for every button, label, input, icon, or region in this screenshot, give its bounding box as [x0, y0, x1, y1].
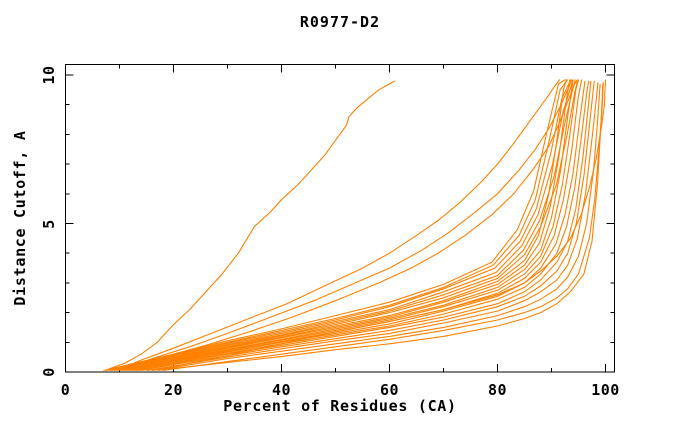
model-curve — [124, 79, 573, 370]
model-curve — [119, 79, 568, 372]
model-curve — [124, 79, 574, 372]
x-axis-title: Percent of Residues (CA) — [223, 397, 457, 415]
model-curve — [141, 80, 595, 372]
chart-title: R0977-D2 — [299, 13, 381, 31]
model-curve — [113, 79, 576, 372]
x-tick-label: 60 — [379, 381, 400, 399]
model-curve — [146, 82, 599, 372]
model-curve — [119, 79, 561, 370]
model-curve — [108, 80, 396, 370]
model-curve — [122, 79, 571, 372]
y-axis-title: Distance Cutoff, A — [11, 130, 29, 306]
x-tick-label: 80 — [487, 381, 508, 399]
model-curve — [157, 83, 604, 372]
model-curve — [135, 80, 590, 372]
model-curve — [103, 79, 566, 372]
y-tick-label: 5 — [40, 218, 58, 229]
y-tick-label: 0 — [40, 367, 58, 377]
model-curve — [111, 79, 574, 372]
model-curve — [162, 82, 604, 372]
x-tick-label: 20 — [163, 381, 184, 399]
model-curve — [116, 80, 578, 372]
model-curve — [130, 79, 583, 372]
x-tick-label: 100 — [591, 381, 620, 399]
model-curve — [151, 83, 601, 372]
model-curve — [130, 79, 578, 370]
y-tick-label: 10 — [40, 65, 58, 85]
x-tick-label: 0 — [60, 381, 71, 399]
model-curve — [132, 80, 586, 372]
model-curve — [108, 79, 572, 372]
model-curve — [127, 79, 580, 372]
curves-group — [103, 79, 607, 372]
axes-group — [65, 64, 615, 373]
model-curve — [146, 79, 607, 372]
x-tick-label: 40 — [271, 381, 292, 399]
model-curve — [105, 79, 569, 372]
plot-box — [65, 64, 615, 373]
